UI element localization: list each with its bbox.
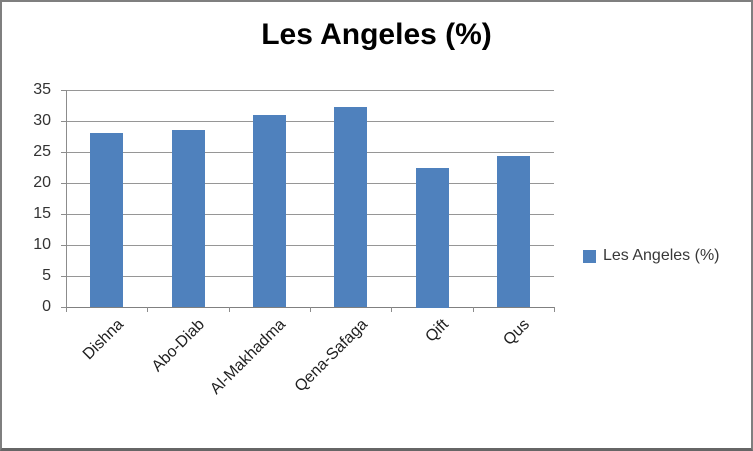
x-tick <box>147 307 148 312</box>
x-tick <box>554 307 555 312</box>
chart-title: Les Angeles (%) <box>261 18 492 51</box>
y-axis-line <box>66 90 67 312</box>
y-tick <box>61 214 66 215</box>
gridline <box>66 121 554 122</box>
bar <box>416 168 449 308</box>
gridline <box>66 183 554 184</box>
gridline <box>66 152 554 153</box>
y-tick-label: 20 <box>33 174 51 191</box>
y-tick <box>61 245 66 246</box>
gridline <box>66 245 554 246</box>
y-tick-label: 15 <box>33 205 51 222</box>
y-tick <box>61 152 66 153</box>
gridline <box>66 276 554 277</box>
y-tick <box>61 276 66 277</box>
x-tick <box>391 307 392 312</box>
x-tick <box>310 307 311 312</box>
y-tick <box>61 90 66 91</box>
x-tick <box>473 307 474 312</box>
bar <box>334 107 367 307</box>
y-tick <box>61 121 66 122</box>
legend-label: Les Angeles (%) <box>603 247 720 264</box>
y-tick <box>61 183 66 184</box>
legend: Les Angeles (%) <box>583 244 720 268</box>
x-tick <box>229 307 230 312</box>
x-tick <box>66 307 67 312</box>
bar <box>497 156 530 307</box>
bar <box>90 133 123 307</box>
y-tick-label: 35 <box>33 81 51 98</box>
y-tick-label: 5 <box>42 267 51 284</box>
legend-swatch-icon <box>583 249 596 263</box>
bar <box>253 115 286 307</box>
bar <box>172 130 205 307</box>
y-tick-label: 30 <box>33 112 51 129</box>
gridline <box>66 214 554 215</box>
y-tick-label: 0 <box>42 298 51 315</box>
y-tick-label: 10 <box>33 236 51 253</box>
y-tick <box>61 307 66 308</box>
y-tick-label: 25 <box>33 143 51 160</box>
gridline <box>66 90 554 91</box>
